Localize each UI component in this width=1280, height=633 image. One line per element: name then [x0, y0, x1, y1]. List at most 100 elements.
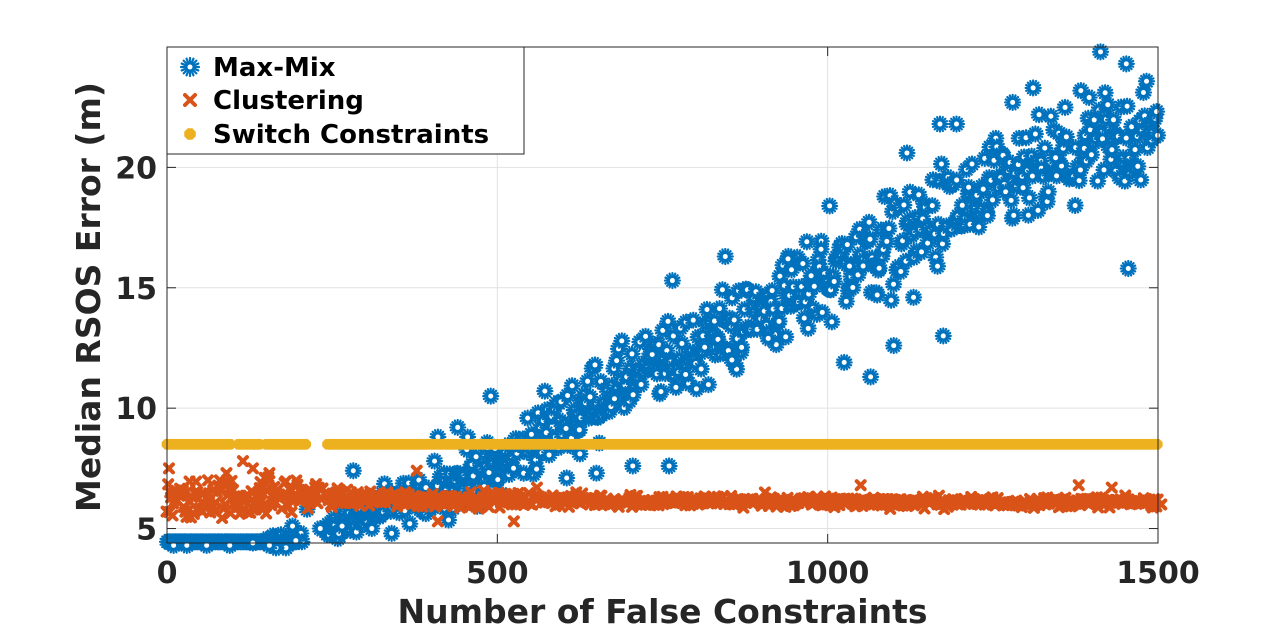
max-mix-point	[895, 196, 913, 214]
y-tick-label: 15	[115, 272, 157, 307]
max-mix-point	[1026, 125, 1044, 143]
clustering-point	[285, 506, 298, 519]
clustering-point	[219, 498, 232, 511]
max-mix-point	[692, 360, 710, 378]
clustering-point	[232, 500, 245, 513]
max-mix-point	[970, 218, 988, 236]
max-mix-point	[1137, 72, 1156, 90]
axis-ticks: 0 500 1000 1500 5 10 15 20	[115, 47, 1200, 591]
max-mix-point	[165, 536, 183, 555]
max-mix-point	[383, 524, 401, 542]
max-mix-point	[805, 277, 823, 295]
max-mix-point	[563, 377, 581, 395]
clustering-point	[530, 481, 543, 494]
clustering-point	[758, 486, 771, 499]
y-tick-label: 5	[136, 513, 157, 548]
max-mix-point	[1103, 141, 1121, 159]
clustering-point	[854, 479, 867, 492]
y-tick-label: 20	[115, 151, 157, 186]
max-mix-point	[1129, 157, 1147, 175]
max-mix-point	[928, 257, 947, 275]
max-mix-point	[571, 445, 589, 463]
legend-label: Switch Constraints	[213, 120, 489, 150]
max-mix-point	[1030, 106, 1048, 124]
clustering-point	[410, 464, 423, 477]
max-mix-point	[840, 257, 859, 275]
max-mix-point	[519, 409, 537, 427]
max-mix-point	[623, 345, 641, 363]
max-mix-point	[1036, 139, 1054, 157]
max-mix-point	[910, 186, 928, 204]
max-mix-point	[1002, 191, 1020, 209]
max-mix-point	[1132, 171, 1150, 189]
max-mix-point	[931, 115, 949, 133]
max-mix-point	[1005, 206, 1023, 224]
max-mix-point	[878, 232, 896, 250]
max-mix-point	[770, 312, 788, 330]
max-mix-point	[608, 352, 626, 370]
max-mix-point	[882, 291, 900, 309]
clustering-point	[256, 503, 269, 516]
max-mix-point	[710, 299, 729, 318]
max-mix-point	[963, 155, 981, 173]
max-mix-point	[198, 536, 216, 555]
max-mix-point	[1039, 183, 1057, 201]
max-mix-point	[1096, 84, 1114, 102]
max-mix-point	[536, 382, 554, 400]
legend-marker-max-mix	[179, 56, 201, 78]
y-axis-label: Median RSOS Error (m)	[69, 82, 108, 512]
clustering-point	[246, 462, 259, 475]
max-mix-point	[1118, 97, 1136, 115]
clustering-point	[201, 474, 214, 487]
max-mix-point	[652, 382, 670, 401]
clustering-point	[1155, 498, 1168, 511]
x-tick-label: 1000	[786, 556, 870, 591]
max-mix-point	[880, 219, 898, 238]
clustering-point	[241, 491, 254, 504]
max-mix-point	[799, 319, 817, 338]
x-tick-label: 1500	[1116, 556, 1200, 591]
clustering-point	[263, 467, 276, 480]
switch-constraints-point	[1152, 438, 1163, 450]
max-mix-point	[983, 191, 1002, 209]
max-mix-point	[482, 387, 500, 405]
max-mix-point	[1020, 189, 1039, 207]
clustering-point	[507, 515, 520, 528]
max-mix-point	[660, 457, 678, 475]
max-mix-point	[912, 243, 931, 261]
clustering-point	[1105, 481, 1118, 494]
max-mix-point	[978, 207, 997, 225]
max-mix-point	[1066, 196, 1084, 215]
max-mix-point	[579, 372, 597, 390]
max-mix-point	[344, 462, 362, 480]
clustering-point	[431, 515, 444, 528]
legend-box	[166, 46, 525, 155]
max-mix-point	[923, 197, 941, 215]
max-mix-point	[953, 196, 971, 214]
max-mix-point	[860, 213, 878, 231]
legend-marker-switch-constraints	[184, 128, 196, 140]
max-mix-point	[677, 365, 695, 384]
max-mix-point	[1029, 201, 1047, 219]
max-mix-point	[558, 469, 576, 487]
max-mix-point	[794, 255, 812, 273]
clustering-point	[270, 486, 283, 499]
max-mix-point	[425, 452, 444, 470]
max-mix-point	[528, 460, 546, 478]
max-mix-point	[948, 171, 966, 189]
max-mix-point	[862, 368, 880, 386]
max-mix-point	[798, 233, 816, 251]
clustering-point	[216, 512, 229, 525]
max-mix-point	[759, 329, 777, 347]
max-mix-point	[581, 388, 599, 406]
clustering-point	[197, 498, 210, 511]
max-mix-point	[178, 536, 196, 555]
x-tick-label: 500	[466, 556, 529, 591]
max-mix-point	[1104, 111, 1123, 129]
legend-label: Max-Mix	[213, 53, 336, 83]
max-mix-point	[779, 250, 797, 268]
legend-label: Clustering	[213, 86, 364, 116]
max-mix-point	[449, 418, 467, 437]
max-mix-point	[663, 271, 682, 290]
